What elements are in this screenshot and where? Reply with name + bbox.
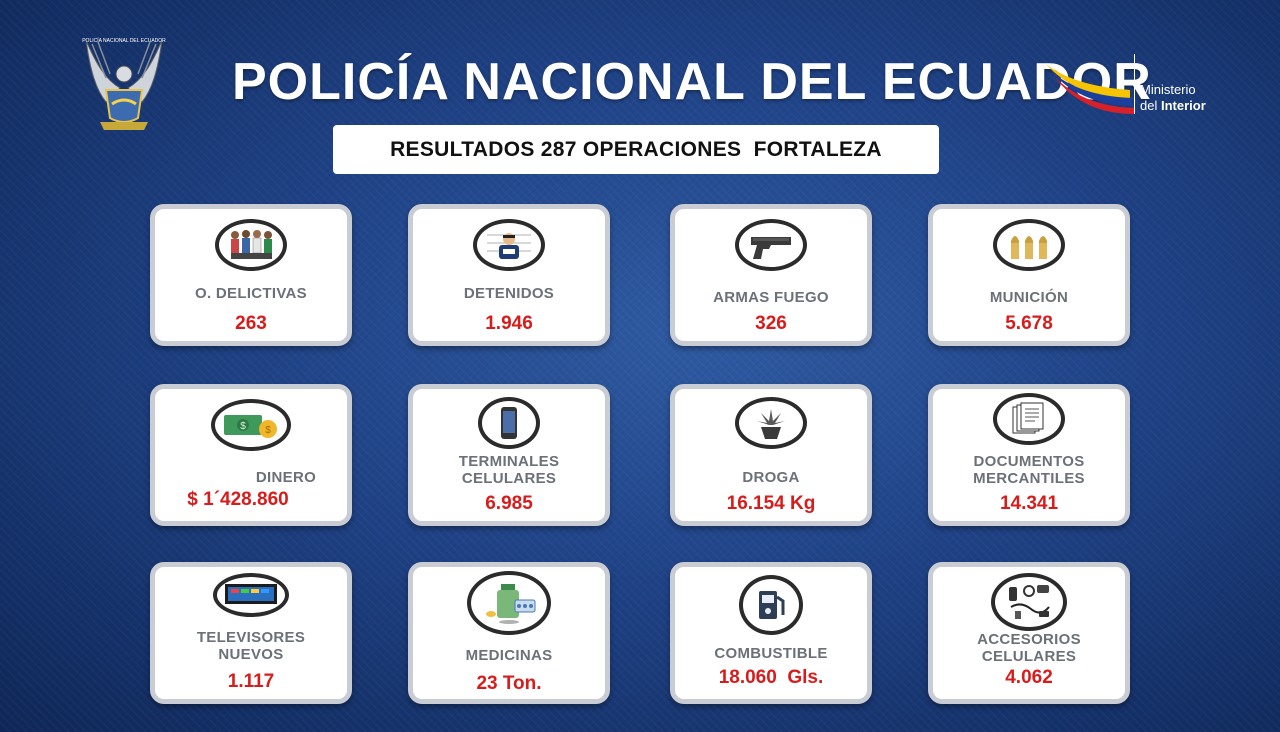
ministry-name: Ministerio del Interior bbox=[1140, 82, 1206, 114]
stat-value: 18.060 Gls. bbox=[718, 667, 824, 688]
svg-text:$: $ bbox=[240, 421, 246, 432]
stat-card-drugs: DROGA 16.154 Kg bbox=[670, 384, 872, 526]
money-icon: $ $ bbox=[211, 399, 291, 451]
stat-card-criminal-organizations: O. DELICTIVAS 263 bbox=[150, 204, 352, 346]
criminals-icon bbox=[215, 219, 287, 271]
stat-value: 6.985 bbox=[485, 493, 533, 514]
stat-label: DINERO bbox=[255, 469, 317, 486]
fuel-pump-icon bbox=[739, 575, 803, 635]
stat-value: 5.678 bbox=[1005, 313, 1053, 334]
stat-label: DOCUMENTOS MERCANTILES bbox=[973, 453, 1085, 487]
medicine-icon bbox=[467, 571, 551, 635]
stat-label: ARMAS FUEGO bbox=[713, 289, 829, 306]
stat-card-fuel: COMBUSTIBLE 18.060 Gls. bbox=[670, 562, 872, 704]
stat-label: TERMINALES CELULARES bbox=[458, 453, 560, 487]
ministry-divider bbox=[1134, 54, 1135, 114]
stat-label: MUNICIÓN bbox=[989, 289, 1069, 306]
stat-value: 23 Ton. bbox=[476, 673, 542, 694]
stat-value: 326 bbox=[755, 313, 787, 334]
stat-card-detainees: DETENIDOS 1.946 bbox=[408, 204, 610, 346]
stat-value: 263 bbox=[235, 313, 267, 334]
stat-card-phone-accessories: ACCESORIOS CELULARES 4.062 bbox=[928, 562, 1130, 704]
stat-card-money: $ $ DINERO $ 1´428.860 bbox=[150, 384, 352, 526]
stat-card-mobile-terminals: TERMINALES CELULARES 6.985 bbox=[408, 384, 610, 526]
mobile-phone-icon bbox=[478, 397, 540, 449]
ammunition-icon bbox=[993, 219, 1065, 271]
stat-label: MEDICINAS bbox=[465, 647, 553, 664]
stat-value: 1.946 bbox=[485, 313, 533, 334]
svg-text:$: $ bbox=[265, 425, 271, 436]
stat-value: 4.062 bbox=[1005, 667, 1053, 688]
ministry-line-2: del Interior bbox=[1140, 98, 1206, 114]
ministry-line-2-bold: Interior bbox=[1160, 98, 1206, 113]
stat-label: ACCESORIOS CELULARES bbox=[977, 631, 1081, 665]
documents-icon bbox=[993, 393, 1065, 445]
page-title: POLICÍA NACIONAL DEL ECUADOR bbox=[232, 53, 1152, 111]
stat-value: 14.341 bbox=[999, 493, 1059, 514]
stat-card-commercial-documents: DOCUMENTOS MERCANTILES 14.341 bbox=[928, 384, 1130, 526]
police-emblem-logo: POLICÍA NACIONAL DEL ECUADOR bbox=[76, 30, 172, 136]
ministry-line-2-prefix: del bbox=[1140, 98, 1161, 113]
ministry-line-1: Ministerio bbox=[1140, 82, 1196, 97]
stat-card-ammunition: MUNICIÓN 5.678 bbox=[928, 204, 1130, 346]
stat-card-firearms: ARMAS FUEGO 326 bbox=[670, 204, 872, 346]
subtitle-box: RESULTADOS 287 OPERACIONES FORTALEZA bbox=[333, 125, 939, 174]
pistol-icon bbox=[735, 219, 807, 271]
stat-value: $ 1´428.860 bbox=[187, 489, 289, 510]
stat-label: O. DELICTIVAS bbox=[195, 285, 307, 302]
stat-card-medicines: MEDICINAS 23 Ton. bbox=[408, 562, 610, 704]
stat-label: DROGA bbox=[742, 469, 800, 486]
drug-plant-icon bbox=[735, 397, 807, 449]
stat-label: COMBUSTIBLE bbox=[714, 645, 828, 662]
television-icon bbox=[213, 573, 289, 617]
stat-label: TELEVISORES NUEVOS bbox=[196, 629, 306, 663]
ministry-logo bbox=[1044, 50, 1244, 120]
detainee-icon bbox=[473, 219, 545, 271]
stat-value: 1.117 bbox=[227, 671, 275, 692]
stat-value: 16.154 Kg bbox=[726, 493, 816, 514]
emblem-text: POLICÍA NACIONAL DEL ECUADOR bbox=[82, 37, 166, 44]
stat-label: DETENIDOS bbox=[463, 285, 555, 302]
phone-accessories-icon bbox=[991, 573, 1067, 631]
subtitle-text: RESULTADOS 287 OPERACIONES FORTALEZA bbox=[390, 137, 882, 161]
stat-card-televisions: TELEVISORES NUEVOS 1.117 bbox=[150, 562, 352, 704]
